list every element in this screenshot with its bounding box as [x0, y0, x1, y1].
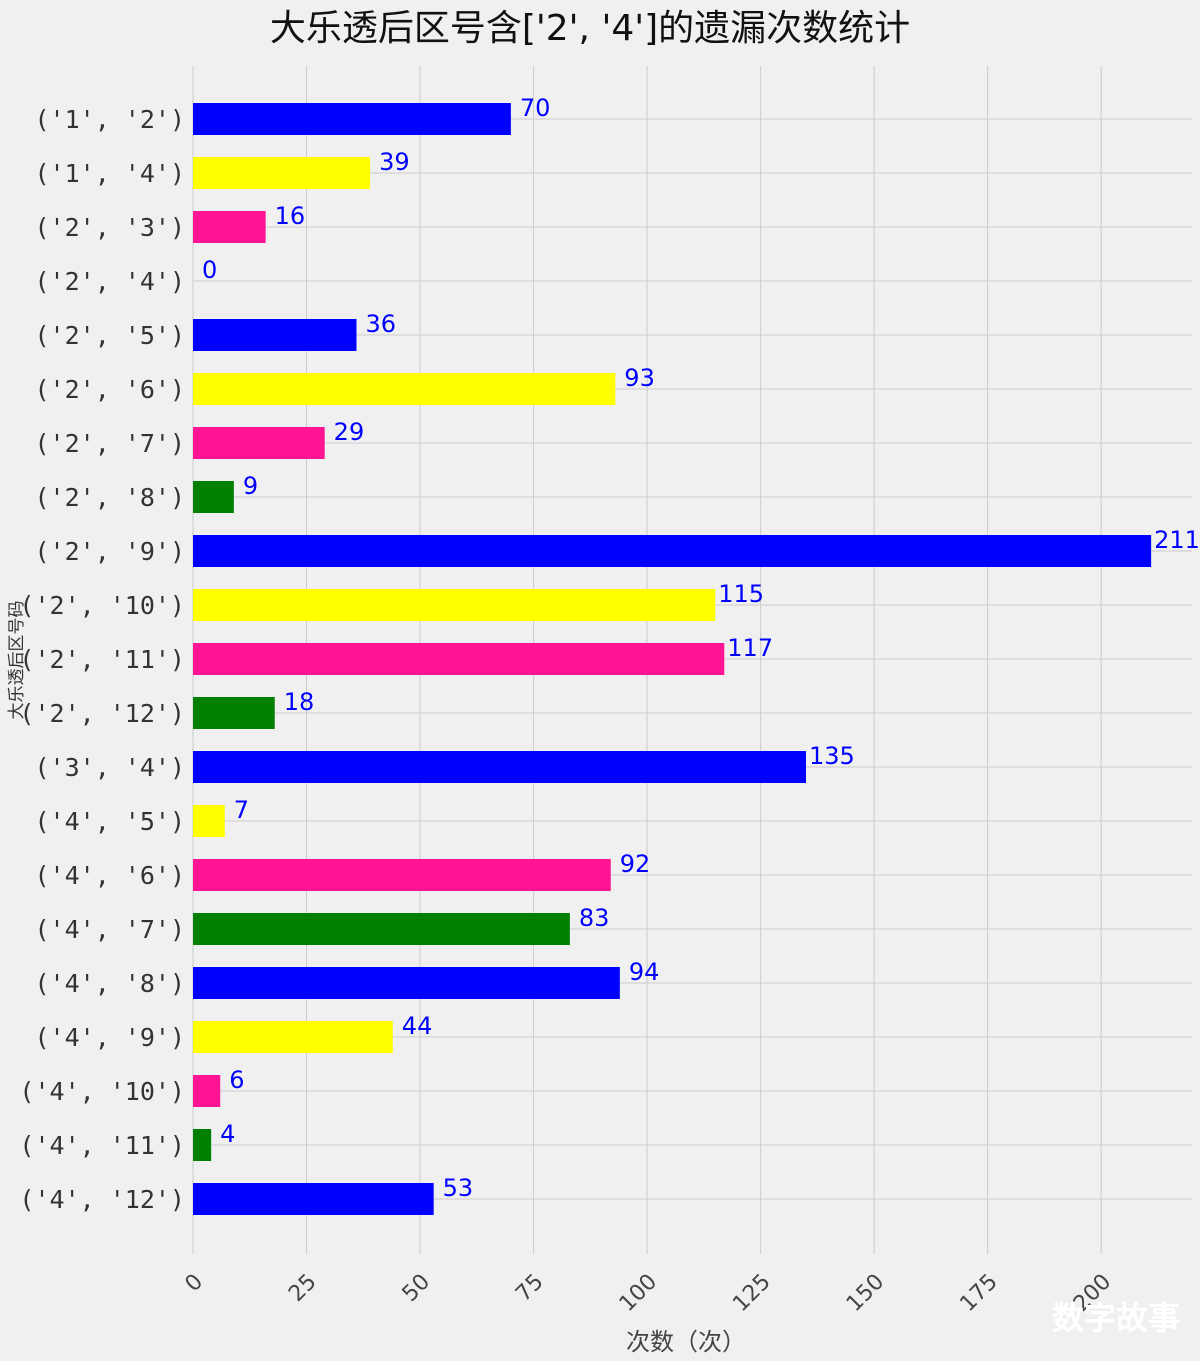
value-label: 16	[275, 202, 306, 230]
bar	[193, 103, 511, 135]
value-label: 115	[718, 580, 764, 608]
value-label: 53	[443, 1174, 474, 1202]
bar	[193, 643, 725, 675]
y-axis-label: 大乐透后区号码	[7, 601, 27, 720]
y-tick-label: ('4', '10')	[19, 1077, 185, 1106]
value-label: 117	[727, 634, 773, 662]
y-tick-label: ('2', '3')	[34, 213, 185, 242]
y-tick-label: ('4', '7')	[34, 915, 185, 944]
bar	[193, 319, 357, 351]
value-label: 83	[579, 904, 610, 932]
bars	[193, 103, 1152, 1215]
value-label: 7	[234, 796, 249, 824]
bar	[193, 157, 371, 189]
value-label: 92	[620, 850, 651, 878]
value-label: 9	[243, 472, 258, 500]
y-tick-label: ('2', '7')	[34, 429, 185, 458]
y-tick-label: ('1', '2')	[34, 105, 185, 134]
bar	[193, 535, 1152, 567]
bar	[193, 1021, 393, 1053]
bar	[193, 859, 611, 891]
bar	[193, 1183, 434, 1215]
x-tick-label: 125	[728, 1269, 775, 1316]
value-label: 93	[624, 364, 655, 392]
x-tick-label: 50	[398, 1269, 435, 1306]
y-tick-labels: ('1', '2') ('1', '4') ('2', '3') ('2', '4')…	[19, 105, 185, 1214]
value-label: 70	[520, 94, 551, 122]
value-labels: 70 39 16 0 36 93 29 9 211 115 117 18 135 7 92 83 94 44 6 4 5…	[202, 94, 1200, 1202]
value-label: 6	[229, 1066, 244, 1094]
y-tick-label: ('4', '5')	[34, 807, 185, 836]
y-tick-label: ('2', '5')	[34, 321, 185, 350]
bar	[193, 967, 620, 999]
bar	[193, 697, 275, 729]
bar	[193, 805, 225, 837]
value-label: 94	[629, 958, 660, 986]
y-tick-label: ('3', '4')	[34, 753, 185, 782]
y-tick-label: ('2', '6')	[34, 375, 185, 404]
y-tick-label: ('4', '12')	[19, 1185, 185, 1214]
y-tick-label: ('2', '4')	[34, 267, 185, 296]
y-tick-label: ('2', '8')	[34, 483, 185, 512]
y-tick-label: ('2', '9')	[34, 537, 185, 566]
value-label: 29	[334, 418, 365, 446]
x-tick-label: 0	[181, 1269, 209, 1297]
value-label: 36	[365, 310, 396, 338]
value-label: 211	[1154, 526, 1200, 554]
value-label: 18	[284, 688, 315, 716]
x-tick-labels: 0 25 50 75 100 125 150 175 200	[181, 1269, 1117, 1316]
bar	[193, 1129, 212, 1161]
x-tick-label: 150	[842, 1269, 889, 1316]
watermark: 数字故事	[1052, 1299, 1180, 1337]
bar	[193, 751, 807, 783]
value-label: 4	[220, 1120, 235, 1148]
y-tick-label: ('2', '11')	[19, 645, 185, 674]
y-tick-label: ('2', '12')	[19, 699, 185, 728]
bar	[193, 373, 616, 405]
x-tick-label: 100	[615, 1269, 662, 1316]
y-tick-label: ('4', '9')	[34, 1023, 185, 1052]
bar	[193, 589, 716, 621]
x-tick-label: 175	[955, 1269, 1002, 1316]
y-tick-label: ('4', '11')	[19, 1131, 185, 1160]
x-axis-label: 次数（次）	[626, 1328, 746, 1356]
value-label: 135	[809, 742, 855, 770]
bar	[193, 427, 325, 459]
bar	[193, 481, 234, 513]
x-tick-label: 25	[284, 1269, 321, 1306]
chart-title: 大乐透后区号含['2', '4']的遗漏次数统计	[270, 8, 910, 49]
value-label: 39	[379, 148, 410, 176]
y-tick-label: ('2', '10')	[19, 591, 185, 620]
x-tick-label: 75	[511, 1269, 548, 1306]
value-label: 44	[402, 1012, 433, 1040]
bar	[193, 913, 570, 945]
value-label: 0	[202, 256, 217, 284]
bar	[193, 211, 266, 243]
y-tick-label: ('4', '8')	[34, 969, 185, 998]
bar	[193, 1075, 221, 1107]
y-tick-label: ('1', '4')	[34, 159, 185, 188]
y-tick-label: ('4', '6')	[34, 861, 185, 890]
